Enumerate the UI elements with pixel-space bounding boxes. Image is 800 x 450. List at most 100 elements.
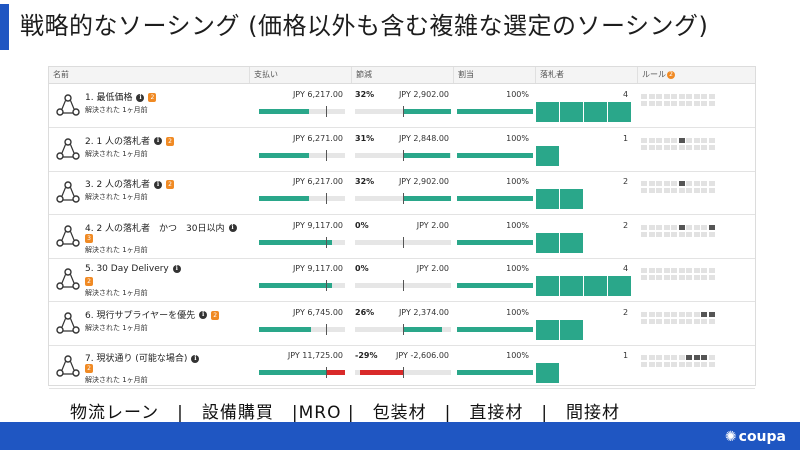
rule-cell xyxy=(708,188,715,193)
awardee-block xyxy=(536,276,559,296)
scenario-status: 解決された 1ヶ月前 xyxy=(85,323,148,332)
scenario-name[interactable]: 6. 現行サプライヤーを優先 i 2 xyxy=(85,308,220,321)
rule-cell xyxy=(701,188,707,193)
rule-grid xyxy=(641,137,721,158)
allocation-value: 100% xyxy=(506,220,529,230)
awardee-count: 4 xyxy=(623,264,629,273)
info-icon[interactable]: i xyxy=(191,354,200,363)
info-icon[interactable]: i xyxy=(154,180,163,189)
rule-cell xyxy=(701,144,707,150)
allocation-bar xyxy=(457,152,533,158)
scenario-name[interactable]: 3. 2 人の落札者 i 2 xyxy=(85,177,175,190)
scenario-icon xyxy=(55,224,81,250)
spend-bar xyxy=(259,323,345,335)
table-row[interactable]: 6. 現行サプライヤーを優先 i 2 解決された 1ヶ月前 JPY 6,745.00 2 6… xyxy=(49,302,755,346)
scenario-status: 解決された 1ヶ月前 xyxy=(85,106,148,114)
scenario-name[interactable]: 1. 最低価格 i 2 xyxy=(85,90,157,103)
rule-cell xyxy=(671,318,677,324)
awardee-block xyxy=(536,319,559,340)
allocation-value: 100% xyxy=(506,351,529,360)
header-savings[interactable]: 節減 xyxy=(351,67,453,83)
count-badge: 2 xyxy=(85,364,93,373)
rule-cell xyxy=(686,144,692,150)
info-icon[interactable]: i xyxy=(228,224,237,232)
rule-cell xyxy=(678,137,685,143)
allocation-value: 100% xyxy=(506,307,529,317)
rule-cell xyxy=(686,137,692,143)
rule-cell xyxy=(693,318,700,324)
scenario-name[interactable]: 2. 1 人の落札者 i 2 xyxy=(85,134,175,147)
rule-cell xyxy=(701,355,707,360)
rule-cell xyxy=(656,355,662,360)
count-badge: 2 xyxy=(166,136,175,146)
rule-cell xyxy=(686,94,692,99)
rule-cell xyxy=(663,311,670,317)
rule-cell xyxy=(693,224,700,230)
header-allocation[interactable]: 割当 xyxy=(453,67,535,83)
rule-cell xyxy=(648,311,655,317)
header-spend[interactable]: 支払い xyxy=(249,67,351,83)
spend-bar xyxy=(259,106,345,117)
rule-grid xyxy=(641,355,721,375)
info-icon[interactable]: i xyxy=(199,311,208,319)
coupa-logo-mark-icon: ✺ xyxy=(724,429,737,445)
rule-cell xyxy=(678,181,685,186)
rule-cell xyxy=(641,188,647,193)
awardee-count: 1 xyxy=(623,133,629,143)
info-icon[interactable]: i xyxy=(136,93,145,102)
spend-bar-fill xyxy=(259,196,309,201)
spend-bar-fill xyxy=(259,370,327,375)
info-icon[interactable]: i xyxy=(172,264,181,273)
scenario-name[interactable]: 4. 2 人の落札者 かつ 30日以内 i xyxy=(85,221,237,234)
table-row[interactable]: 5. 30 Day Delivery i 2 解決された 1ヶ月前 JPY 9,117.… xyxy=(49,258,755,302)
table-row[interactable]: 7. 現状通り (可能な場合) i 2 解決された 1ヶ月前 JPY 11,725.00… xyxy=(49,345,755,389)
spend-bar xyxy=(259,236,345,248)
rule-cell xyxy=(708,101,715,106)
rule-cell xyxy=(648,268,655,273)
header-awardees[interactable]: 落札者 xyxy=(535,67,637,83)
savings-bar xyxy=(355,149,451,161)
awardee-count: 2 xyxy=(623,307,629,317)
awardee-block xyxy=(560,276,583,296)
awardee-block xyxy=(560,102,583,122)
allocation-bar xyxy=(457,370,533,375)
rule-cell xyxy=(693,137,700,143)
info-icon[interactable]: i xyxy=(154,137,163,145)
rule-cell xyxy=(701,94,707,99)
table-row[interactable]: 4. 2 人の落札者 かつ 30日以内 i 3 解決された 1ヶ月前 JPY 9,117… xyxy=(49,215,755,259)
rule-cell xyxy=(678,144,685,150)
awardee-block xyxy=(560,319,583,340)
header-name[interactable]: 名前 xyxy=(53,70,69,79)
spend-bar-fill xyxy=(259,152,309,158)
rule-cell xyxy=(693,311,700,317)
savings-amount: JPY -2,606.00 xyxy=(396,351,449,360)
rule-cell xyxy=(656,318,662,324)
spend-bar-marker xyxy=(326,193,328,204)
allocation-bar xyxy=(457,109,533,114)
rule-cell xyxy=(663,181,670,186)
header-rules[interactable]: ルール 2 xyxy=(637,67,755,83)
table-row[interactable]: 1. 最低価格 i 2 解決された 1ヶ月前 JPY 6,217.00 32% JPY 2,… xyxy=(49,84,755,128)
count-badge: 2 xyxy=(85,277,93,286)
rule-cell xyxy=(641,318,647,324)
rule-cell xyxy=(708,268,715,273)
rule-cell xyxy=(708,311,715,317)
spend-value: JPY 6,745.00 xyxy=(292,307,343,317)
rule-cell xyxy=(701,362,707,367)
rule-cell xyxy=(663,231,670,237)
savings-amount: JPY 2,902.00 xyxy=(398,177,449,186)
scenario-name[interactable]: 5. 30 Day Delivery i xyxy=(85,264,181,274)
rule-grid xyxy=(641,268,721,288)
rule-cell xyxy=(671,311,677,317)
table-row[interactable]: 2. 1 人の落札者 i 2 解決された 1ヶ月前 JPY 6,271.00 31% JPY… xyxy=(49,128,755,172)
scenario-name[interactable]: 7. 現状通り (可能な場合) i xyxy=(85,351,200,364)
rule-cell xyxy=(686,311,692,317)
rule-cell xyxy=(708,231,715,237)
rule-cell xyxy=(671,275,677,280)
rule-cell xyxy=(641,181,647,186)
savings-bar-fill xyxy=(403,109,451,114)
table-row[interactable]: 3. 2 人の落札者 i 2 解決された 1ヶ月前 JPY 6,217.00 32% JPY… xyxy=(49,171,755,215)
rule-cell xyxy=(641,94,647,99)
savings-bar-marker xyxy=(403,280,404,291)
scenario-name-label: 6. 現行サプライヤーを優先 xyxy=(85,310,196,321)
